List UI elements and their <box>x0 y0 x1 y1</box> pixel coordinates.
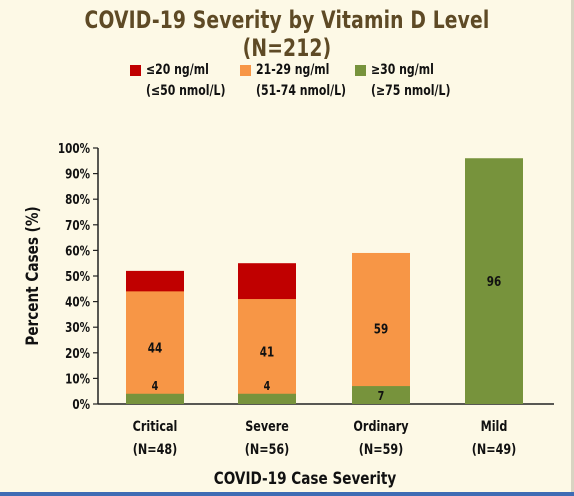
legend-label-low: ≤20 ng/ml <box>146 62 209 78</box>
y-tick-label: 100% <box>58 141 90 156</box>
y-axis-title: Percent Cases (%) <box>23 206 43 345</box>
category-label: Critical <box>133 418 178 435</box>
category-n-label: (N=56) <box>245 441 290 458</box>
legend-sublabel-high: (≥75 nmol/L) <box>371 83 451 99</box>
window-edge <box>571 0 574 496</box>
category-label: Severe <box>245 418 289 435</box>
data-label: 59 <box>374 321 388 336</box>
bar-segment <box>126 291 184 404</box>
y-tick-label: 40% <box>65 294 90 309</box>
data-label: 96 <box>487 274 501 289</box>
category-n-label: (N=48) <box>133 441 178 458</box>
data-label: 44 <box>148 341 162 356</box>
y-tick-label: 10% <box>65 371 90 386</box>
bar-segment <box>126 393 184 404</box>
legend-swatch-mid <box>240 65 251 76</box>
x-axis-title: COVID-19 Case Severity <box>214 469 396 489</box>
legend-swatch-low <box>130 65 141 76</box>
y-tick-label: 80% <box>65 192 90 207</box>
legend-label-mid: 21-29 ng/ml <box>256 62 330 78</box>
data-label: 41 <box>260 344 274 359</box>
bar-segment <box>238 393 296 404</box>
category-label: Ordinary <box>353 418 409 435</box>
chart-title: COVID-19 Severity by Vitamin D Level (N=… <box>84 6 490 62</box>
data-label: 7 <box>378 389 385 403</box>
y-tick-label: 0% <box>72 397 90 412</box>
legend-sublabel-mid: (51-74 nmol/L) <box>256 83 347 99</box>
y-tick-label: 50% <box>65 269 90 284</box>
bar-segment <box>352 386 410 404</box>
bottom-bar <box>0 492 574 496</box>
y-tick-label: 70% <box>65 218 90 233</box>
y-tick-label: 20% <box>65 346 90 361</box>
category-n-label: (N=59) <box>359 441 404 458</box>
legend-swatch-high <box>355 65 366 76</box>
bar-segment <box>238 299 296 404</box>
category-label: Mild <box>481 418 508 435</box>
legend-sublabel-low: (≤50 nmol/L) <box>146 83 226 99</box>
data-label: 4 <box>152 379 159 393</box>
bar-segment <box>465 158 523 404</box>
bar-segment <box>352 252 410 404</box>
legend-label-high: ≥30 ng/ml <box>371 62 434 78</box>
y-tick-label: 30% <box>65 320 90 335</box>
category-n-label: (N=49) <box>472 441 517 458</box>
y-tick-label: 90% <box>65 166 90 181</box>
y-tick-label: 60% <box>65 243 90 258</box>
data-label: 4 <box>264 379 271 393</box>
